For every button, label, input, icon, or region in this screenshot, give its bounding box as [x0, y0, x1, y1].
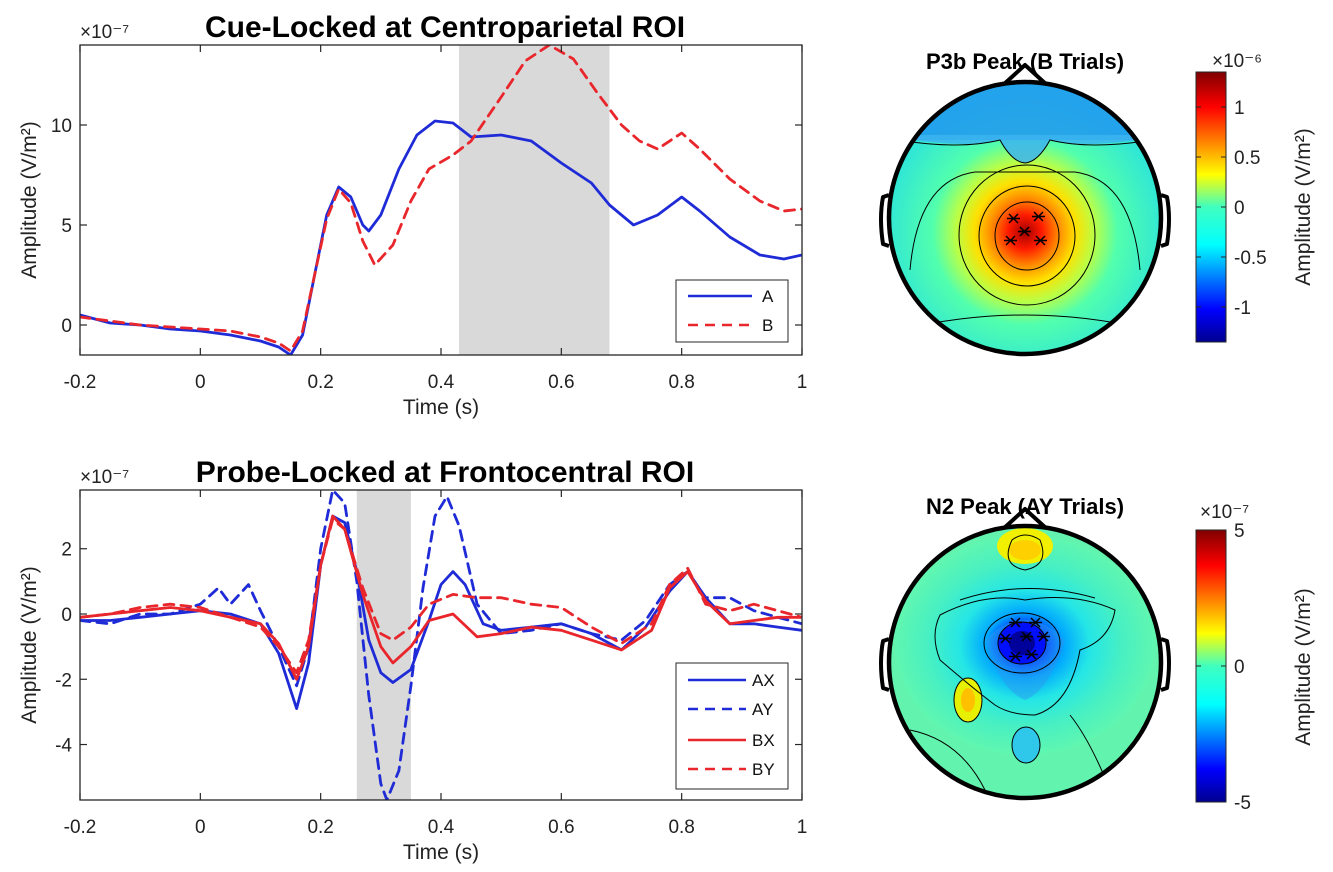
legend-label-ax: AX [752, 671, 775, 690]
probe-x-tick-label: 0.8 [668, 817, 694, 838]
probe-series-by [80, 518, 802, 675]
n2-topomap-title: N2 Peak (AY Trials) [926, 494, 1124, 519]
p3b-right-ear [1160, 193, 1171, 248]
n2-colorbar-tick-label: 5 [1234, 521, 1245, 542]
probe-y-tick-label: 2 [61, 540, 72, 561]
cue-y-tick-label: 5 [61, 216, 72, 237]
probe-plot-title: Probe-Locked at Frontocentral ROI [196, 456, 694, 489]
cue-series-b [80, 45, 802, 353]
probe-legend: AX AY BX BY [675, 662, 789, 790]
cue-x-tick-label: -0.2 [64, 372, 97, 393]
probe-x-axis-label: Time (s) [403, 841, 479, 864]
probe-x-tick-label: 0 [195, 817, 206, 838]
n2-colorbar-label: Amplitude (V/m²) [1292, 588, 1315, 746]
cue-shaded-window [459, 45, 610, 355]
cue-x-tick-label: 0.2 [307, 372, 333, 393]
probe-y-exponent: ×10⁻⁷ [80, 467, 129, 488]
probe-locked-plot: -0.2 0 0.2 0.4 0.6 0.8 1 -4 -2 0 2 Probe-Locked at… [18, 456, 807, 864]
p3b-colorbar-tick-label: 0.5 [1234, 148, 1260, 169]
p3b-colorbar-tick-label: -0.5 [1234, 248, 1267, 269]
cue-y-tick-label: 0 [61, 316, 72, 337]
n2-right-ear [1160, 637, 1171, 692]
probe-y-tick-label: -2 [55, 670, 72, 691]
probe-x-tick-label: 0.2 [307, 817, 333, 838]
probe-series-ay [80, 490, 802, 800]
p3b-head-outline [886, 79, 1164, 357]
n2-nose [1001, 507, 1049, 531]
cue-x-tick-label: 0.4 [428, 372, 455, 393]
cue-y-axis-label: Amplitude (V/m²) [18, 121, 41, 279]
cue-x-tick-label: 0 [195, 372, 206, 393]
p3b-nose [1001, 63, 1049, 87]
probe-x-tick-label: 0.6 [548, 817, 574, 838]
probe-x-tick-label: -0.2 [64, 817, 97, 838]
cue-plot-title: Cue-Locked at Centroparietal ROI [205, 11, 685, 44]
legend-label-bx: BX [752, 731, 775, 750]
n2-colorbar-tick-label: 0 [1234, 657, 1245, 678]
probe-y-tick-label: 0 [61, 605, 72, 626]
cue-y-exponent: ×10⁻⁷ [80, 22, 129, 43]
cue-x-tick-label: 0.8 [668, 372, 694, 393]
legend-label-by: BY [752, 760, 775, 779]
p3b-colorbar-label: Amplitude (V/m²) [1292, 128, 1315, 286]
probe-x-tick-label: 0.4 [428, 817, 455, 838]
n2-colorbar-exponent: ×10⁻⁷ [1200, 502, 1249, 523]
probe-series-bx [80, 514, 802, 681]
probe-shaded-window [356, 490, 411, 800]
cue-x-tick-label: 1 [797, 372, 808, 393]
n2-colorbar-tick-label: -5 [1234, 793, 1251, 814]
p3b-topomap: P3b Peak (B Trials) 10.50-0.5- [879, 49, 1315, 357]
cue-x-tick-label: 0.6 [548, 372, 574, 393]
legend-label-ay: AY [752, 700, 773, 719]
p3b-colorbar-tick-label: -1 [1234, 298, 1251, 319]
n2-left-ear [879, 637, 890, 692]
probe-y-tick-label: -4 [55, 736, 72, 757]
p3b-topomap-title: P3b Peak (B Trials) [926, 49, 1124, 74]
cue-series-a [80, 119, 802, 355]
legend-label-b: B [762, 316, 773, 335]
p3b-colorbar: 1 0.5 0 -0.5 -1 ×10⁻⁶ Amplitude (V/m²) [1195, 51, 1315, 343]
n2-scalp-map [889, 526, 1161, 798]
p3b-scalp-map [889, 82, 1161, 354]
probe-x-tick-label: 1 [797, 817, 808, 838]
cue-y-tick-label: 10 [51, 116, 72, 137]
cue-legend: A B [675, 279, 789, 343]
n2-topomap: N2 Peak (AY Trials) [879, 494, 1315, 814]
p3b-colorbar-tick-label: 1 [1234, 98, 1245, 119]
p3b-left-ear [879, 193, 890, 248]
probe-y-axis-label: Amplitude (V/m²) [18, 566, 41, 724]
p3b-colorbar-tick-label: 0 [1234, 198, 1245, 219]
cue-x-axis-label: Time (s) [403, 396, 479, 419]
p3b-colorbar-exponent: ×10⁻⁶ [1212, 51, 1262, 72]
legend-label-a: A [762, 287, 774, 306]
n2-head-outline [886, 523, 1164, 801]
n2-colorbar: 5 0 -5 ×10⁻⁷ Amplitude (V/m²) [1195, 502, 1315, 814]
